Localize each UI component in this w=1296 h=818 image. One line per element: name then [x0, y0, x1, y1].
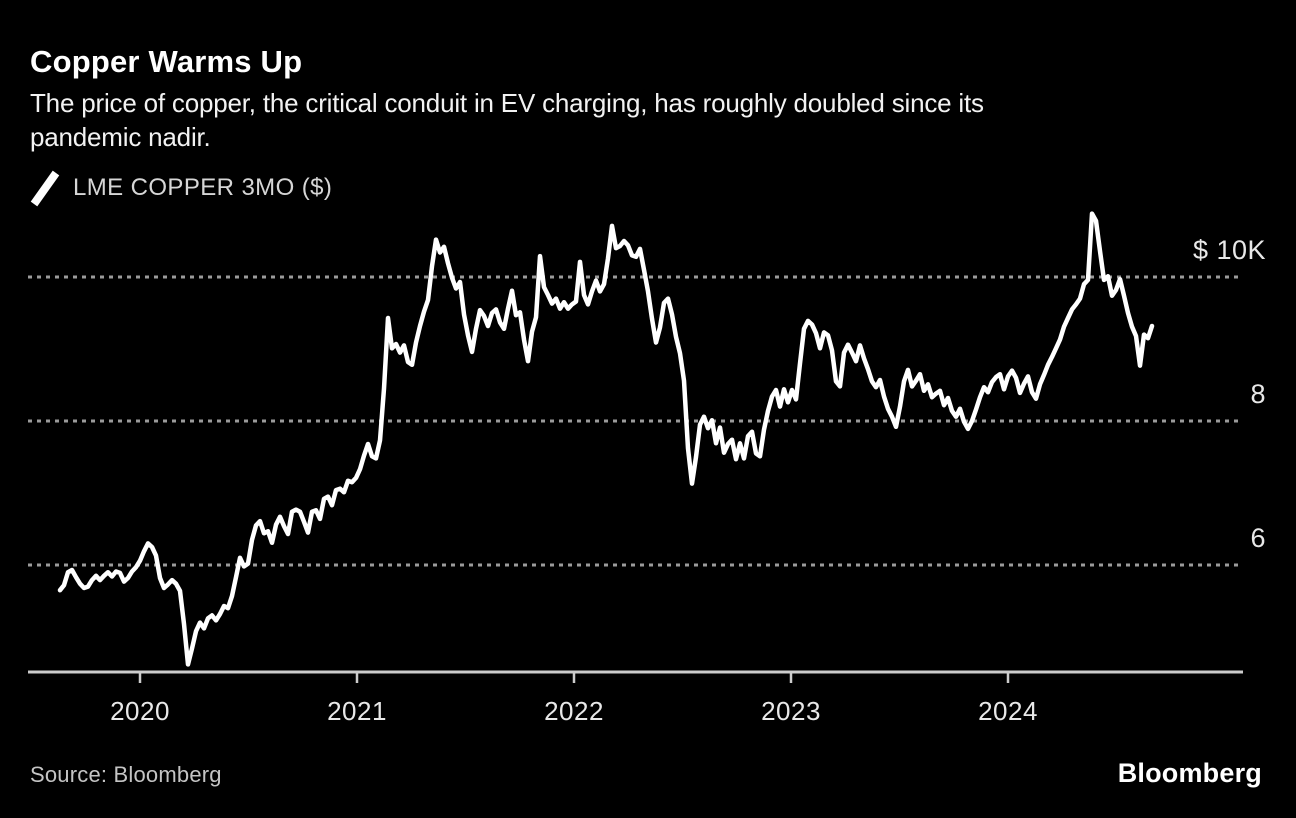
legend-label: LME COPPER 3MO ($) [73, 174, 333, 201]
line-series-icon [30, 170, 60, 207]
chart-subtitle-line1: The price of copper, the critical condui… [30, 88, 984, 118]
source-credit: Source: Bloomberg [30, 762, 222, 787]
x-axis-label-2021: 2021 [327, 696, 387, 726]
bloomberg-logo: Bloomberg [1117, 758, 1262, 788]
page-title: Copper Warms Up [30, 44, 303, 79]
y-axis-label-10000: $ 10K [1192, 235, 1266, 265]
price-line [57, 211, 1155, 667]
y-axis-label-8000: 8 [1250, 379, 1266, 409]
x-axis-label-2023: 2023 [761, 696, 821, 726]
chart-subtitle-line2: pandemic nadir. [30, 122, 211, 152]
chart-subtitle: The price of copper, the critical condui… [30, 86, 984, 154]
x-axis-label-2020: 2020 [110, 696, 170, 726]
x-axis-label-2022: 2022 [544, 696, 604, 726]
legend: LME COPPER 3MO ($) [28, 166, 332, 210]
y-axis-label-6000: 6 [1250, 523, 1266, 553]
x-axis-label-2024: 2024 [978, 696, 1038, 726]
